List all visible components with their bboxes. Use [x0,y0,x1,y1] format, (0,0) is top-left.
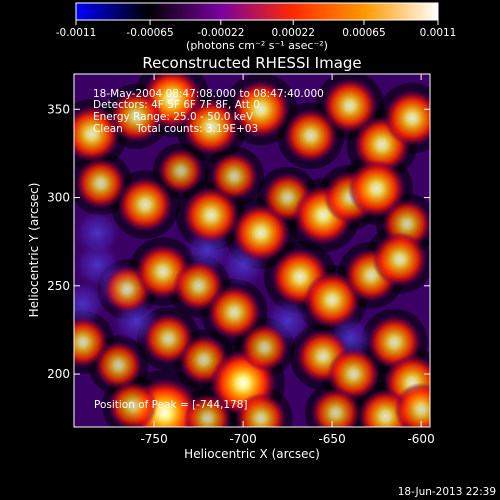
x-tick-label: -600 [407,432,434,446]
emission-blob [173,260,224,312]
heatmap-field [74,74,430,427]
colorbar-gradient [75,2,439,21]
emission-dip [74,207,123,258]
emission-blob [75,158,126,209]
emission-blob [384,90,430,147]
y-axis: 200 250 300 350 [47,102,430,381]
y-tick-label: 250 [47,279,70,293]
emission-blob [232,80,290,139]
emission-blob [94,341,143,390]
y-axis-label: Heliocentric Y (arcsec) [27,183,41,318]
y-tick-label: 300 [47,191,70,205]
peak-position-label: Position of Peak = [-744,178] [94,399,248,411]
time-range-label: 18-May-2004 08:47:08.000 to 08:47:40.000 [93,88,324,100]
counts-label: Clean Total counts: 3.19E+03 [93,123,258,135]
emission-blob [182,98,240,156]
plot-frame [73,73,431,428]
emission-blob [347,159,406,218]
emission-blob [210,152,259,201]
x-axis-label: Heliocentric X (arcsec) [184,447,320,461]
emission-blob [108,381,158,427]
emission-blob [235,392,287,427]
footer-timestamp: 18-Jun-2013 22:39 [398,486,496,498]
chart-title: Reconstructed RHESSI Image [142,54,361,72]
image-area [74,74,430,427]
colorbar-tick-label: -0.00022 [197,27,244,39]
colorbar-ticks: -0.0011 -0.00065 -0.00022 0.00022 0.00065 0.0… [56,20,457,39]
emission-blob [158,148,204,194]
emission-blob [311,388,361,427]
emission-blob [74,105,120,163]
colorbar-tick-label: 0.00065 [342,27,385,39]
colorbar-tick-label: -0.0011 [56,27,97,39]
colorbar-tick-label: 0.00022 [271,27,314,39]
emission-blob [182,187,240,244]
emission-blob [284,109,338,163]
energy-range-label: Energy Range: 25.0 - 50.0 keV [93,111,254,123]
colorbar-tick-label: 0.0011 [420,27,457,39]
emission-blob [322,78,378,134]
y-tick-label: 200 [47,367,70,381]
emission-blob [394,382,430,427]
x-tick-label: -700 [229,432,256,446]
emission-blob [372,231,428,287]
emission-blob [303,271,361,329]
colorbar-tick-label: -0.00065 [126,27,173,39]
x-axis: -750 -700 -650 -600 [140,74,435,446]
emission-blob [327,348,380,401]
emission-blob [110,90,163,143]
emission-blob [207,285,261,339]
x-tick-label: -750 [140,432,167,446]
emission-blob [240,323,289,372]
colorbar-label: (photons cm⁻² s⁻¹ asec⁻²) [186,39,328,52]
emission-blob [117,177,173,233]
colorbar: -0.0011 -0.00065 -0.00022 0.00022 0.00065 0.0… [56,2,457,52]
observation-info: 18-May-2004 08:47:08.000 to 08:47:40.000… [93,88,324,135]
detectors-label: Detectors: 4F 5F 6F 7F 8F, Att 0 [93,99,260,111]
emission-dip [74,278,108,329]
y-tick-label: 350 [47,102,70,116]
emission-blob [183,394,232,427]
x-tick-label: -650 [318,432,345,446]
